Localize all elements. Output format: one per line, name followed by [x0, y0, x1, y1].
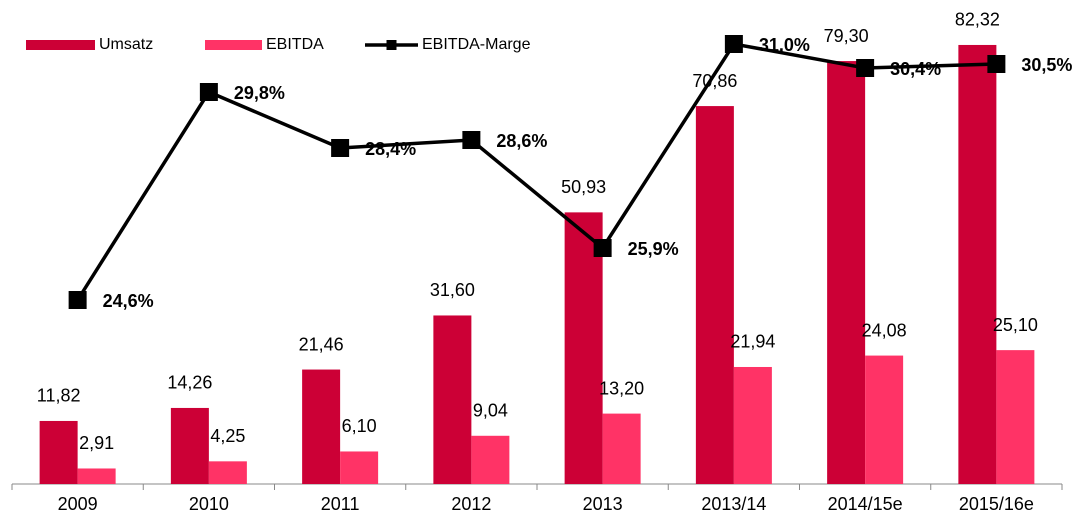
bar: [471, 435, 510, 484]
value-label: 50,93: [561, 177, 606, 197]
marker: [593, 239, 612, 257]
bar: [170, 407, 209, 484]
legend-marker: [386, 40, 397, 50]
value-label: 4,25: [210, 426, 245, 446]
legend-label: EBITDA: [266, 36, 324, 53]
x-tick-label: 2011: [321, 494, 360, 514]
x-tick-label: 2013: [583, 494, 623, 514]
value-label: 28,6%: [496, 131, 547, 151]
bar: [302, 369, 341, 484]
marker: [331, 139, 350, 157]
value-label: 29,8%: [234, 83, 285, 103]
x-tick-label: 2013/14: [701, 494, 766, 514]
bar: [733, 366, 772, 484]
value-label: 13,20: [599, 378, 644, 398]
value-label: 70,86: [692, 71, 737, 91]
bar: [827, 61, 866, 485]
marker: [199, 83, 218, 101]
value-label: 28,4%: [365, 139, 416, 159]
value-label: 79,30: [824, 26, 869, 46]
bar: [695, 106, 734, 484]
marker: [462, 131, 481, 149]
value-label: 31,0%: [759, 35, 810, 55]
legend-label: EBITDA-Marge: [422, 36, 531, 53]
legend-label: Umsatz: [99, 36, 153, 53]
bar: [958, 44, 997, 485]
x-tick-label: 2014/15e: [828, 494, 903, 514]
x-tick-label: 2010: [189, 494, 229, 514]
value-label: 30,4%: [890, 59, 941, 79]
value-label: 11,82: [37, 386, 81, 406]
bar: [996, 350, 1035, 484]
value-label: 14,26: [167, 373, 212, 393]
value-label: 31,60: [430, 280, 475, 300]
value-label: 24,08: [862, 320, 907, 340]
value-label: 9,04: [473, 401, 508, 421]
legend-swatch: [205, 40, 262, 50]
value-label: 21,46: [299, 334, 344, 354]
bar: [602, 413, 641, 484]
value-label: 30,5%: [1021, 55, 1072, 75]
x-tick-label: 2009: [58, 494, 98, 514]
bar: [433, 315, 472, 484]
marker: [856, 59, 875, 77]
x-tick-label: 2015/16e: [959, 494, 1034, 514]
x-tick-label: 2012: [451, 494, 491, 514]
legend-swatch: [26, 40, 95, 50]
marker: [68, 291, 87, 309]
bar: [77, 468, 116, 484]
value-label: 21,94: [730, 332, 775, 352]
value-label: 6,10: [342, 416, 377, 436]
marker: [724, 35, 743, 53]
bar: [340, 451, 379, 484]
value-label: 25,9%: [628, 239, 679, 259]
bar: [865, 355, 904, 484]
bar: [39, 420, 78, 484]
bar: [208, 461, 247, 484]
value-label: 24,6%: [103, 291, 154, 311]
bar: [564, 212, 603, 484]
value-label: 82,32: [955, 10, 1000, 30]
value-label: 2,91: [79, 433, 114, 453]
value-label: 25,10: [993, 315, 1038, 335]
marker: [987, 55, 1006, 73]
line: [76, 42, 997, 301]
